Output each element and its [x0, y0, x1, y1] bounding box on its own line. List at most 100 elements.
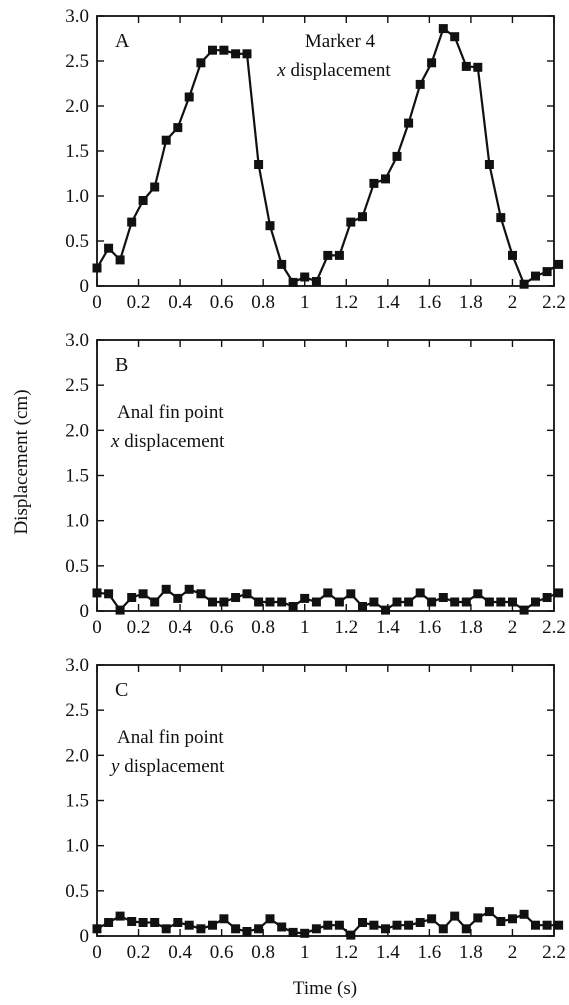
data-point-a-25 [381, 174, 390, 184]
data-point-b-12 [231, 593, 241, 602]
data-point-b-22 [346, 589, 356, 599]
data-point-a-36 [508, 250, 517, 260]
x-tick-label-b-5: 1 [300, 617, 310, 638]
data-point-b-40 [554, 588, 564, 598]
data-point-c-22 [346, 930, 356, 940]
y-tick-label-b-1: 0.5 [65, 556, 89, 577]
data-point-c-6 [161, 924, 171, 934]
x-tick-label-c-4: 0.8 [251, 942, 275, 963]
data-point-a-16 [277, 259, 287, 269]
x-tick-label-c-2: 0.4 [168, 942, 192, 963]
x-tick-label-b-7: 1.4 [376, 617, 400, 638]
data-point-b-24 [369, 597, 379, 607]
data-point-b-11 [219, 597, 229, 607]
data-point-a-28 [415, 79, 425, 89]
data-point-a-6 [161, 135, 171, 145]
data-point-c-21 [334, 920, 344, 930]
x-tick-label-b-3: 0.6 [210, 617, 234, 638]
data-point-b-8 [184, 584, 194, 594]
x-tick-label-a-7: 1.4 [376, 292, 400, 313]
annotation-line1-c: Anal fin point [117, 727, 224, 748]
data-point-b-37 [519, 605, 529, 615]
data-point-a-24 [369, 178, 379, 188]
x-tick-label-b-4: 0.8 [251, 617, 275, 638]
data-point-b-29 [427, 597, 437, 607]
data-point-b-26 [392, 597, 402, 607]
data-point-c-34 [484, 907, 494, 917]
data-point-c-8 [184, 920, 194, 930]
x-tick-label-b-11: 2.2 [542, 617, 566, 638]
x-tick-label-b-10: 2 [508, 617, 518, 638]
data-point-a-20 [323, 250, 333, 260]
data-point-a-31 [450, 32, 460, 42]
data-point-c-35 [496, 917, 506, 926]
data-point-c-39 [542, 920, 552, 930]
data-point-b-36 [508, 597, 517, 607]
y-tick-label-c-6: 3.0 [65, 655, 89, 676]
panel-c: 0 0.5 1.0 1.5 2.0 2.5 3.0 0 0.2 0.4 0.6 0.8 1 1.2 1.4 1… [65, 655, 566, 963]
plot-frame-a [96, 15, 555, 287]
panel-label-b: B [115, 354, 128, 376]
x-tick-label-a-8: 1.6 [417, 292, 441, 313]
x-tick-label-c-1: 0.2 [127, 942, 151, 963]
data-point-b-21 [334, 597, 344, 607]
data-point-c-20 [323, 920, 333, 930]
y-tick-label-c-5: 2.5 [65, 700, 89, 721]
data-point-a-3 [127, 217, 137, 227]
y-tick-label-c-4: 2.0 [65, 745, 89, 766]
data-point-a-37 [519, 279, 529, 289]
data-point-c-25 [381, 924, 390, 934]
data-point-c-27 [404, 920, 414, 930]
y-tick-label-c-3: 1.5 [65, 791, 89, 812]
data-point-b-35 [496, 597, 506, 607]
data-point-c-29 [427, 914, 437, 924]
data-point-b-27 [404, 597, 414, 607]
data-point-b-14 [254, 597, 264, 607]
x-tick-label-b-6: 1.2 [334, 617, 358, 638]
data-point-b-7 [173, 593, 183, 603]
data-point-a-9 [196, 58, 206, 68]
data-point-c-38 [531, 920, 540, 930]
y-tick-label-b-2: 1.0 [65, 511, 89, 532]
data-point-a-38 [531, 271, 540, 281]
data-point-b-6 [161, 584, 171, 594]
data-point-c-36 [508, 914, 517, 924]
data-point-c-30 [438, 924, 448, 934]
panel-label-c: C [115, 679, 128, 701]
x-tick-label-a-6: 1.2 [334, 292, 358, 313]
data-point-c-3 [127, 917, 137, 926]
x-tick-label-a-11: 2.2 [542, 292, 566, 313]
y-tick-label-b-3: 1.5 [65, 466, 89, 487]
data-point-c-5 [150, 918, 160, 927]
data-point-a-15 [265, 221, 275, 231]
data-point-b-13 [242, 589, 252, 599]
data-point-c-28 [415, 918, 425, 927]
data-point-a-12 [231, 49, 241, 59]
data-point-c-23 [358, 918, 367, 927]
y-tick-label-a-6: 3.0 [65, 6, 89, 27]
data-point-c-19 [311, 924, 321, 934]
data-point-b-23 [358, 602, 367, 611]
data-point-b-19 [311, 597, 321, 607]
panel-label-a: A [115, 30, 130, 52]
x-tick-label-c-8: 1.6 [417, 942, 441, 963]
x-tick-label-a-9: 1.8 [459, 292, 483, 313]
panel-b: 0 0.5 1.0 1.5 2.0 2.5 3.0 0 0.2 0.4 0.6 0.8 1 1.2 1.4 1… [65, 330, 566, 638]
panels: 00.51.01.52.02.53.00 0.2 0.4 0.6 0.8 1 1.2 1.4 1… [65, 6, 566, 963]
x-tick-label-b-8: 1.6 [417, 617, 441, 638]
y-axis-title: Displacement (cm) [11, 389, 32, 534]
y-tick-label-c-1: 0.5 [65, 881, 89, 902]
data-point-c-13 [242, 927, 252, 936]
data-point-a-21 [334, 250, 344, 260]
data-point-a-14 [254, 160, 264, 169]
data-point-a-18 [300, 272, 310, 282]
y-tick-label-b-0: 0 [80, 601, 90, 622]
x-tick-label-b-0: 0 [92, 617, 102, 638]
data-point-c-14 [254, 924, 264, 934]
data-point-a-4 [138, 196, 148, 205]
x-tick-label-c-6: 1.2 [334, 942, 358, 963]
y-tick-label-c-2: 1.0 [65, 836, 89, 857]
y-tick-label-b-6: 3.0 [65, 330, 89, 351]
data-point-c-7 [173, 918, 183, 927]
data-point-a-7 [173, 123, 183, 133]
